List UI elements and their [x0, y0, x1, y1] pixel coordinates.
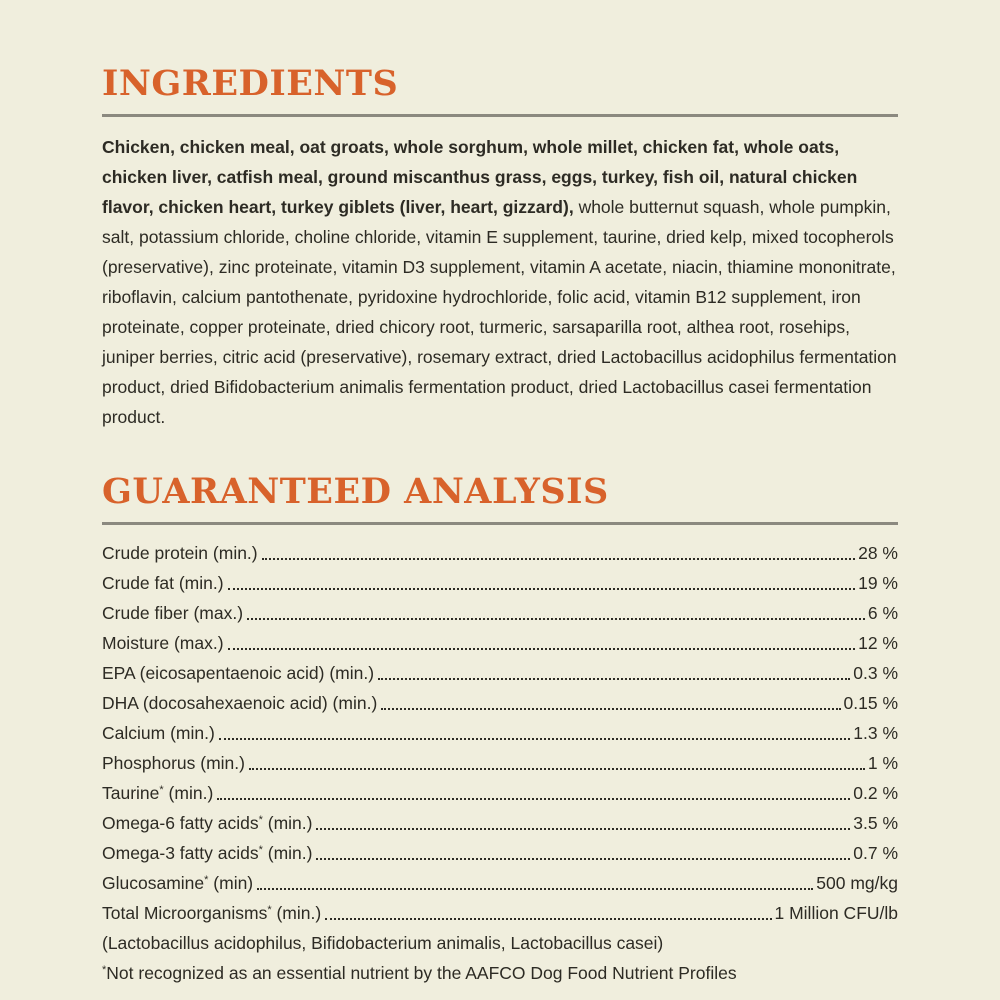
nutrient-label: Crude protein (min.)	[102, 543, 258, 563]
footnote-marker: *	[258, 814, 263, 826]
nutrient-label: Crude fiber (max.)	[102, 603, 244, 623]
analysis-row: Moisture (max.) 12 %	[102, 628, 898, 658]
footnote-marker: *	[267, 904, 272, 916]
analysis-table: Crude protein (min.) 28 % Crude fat (min.)…	[102, 538, 898, 928]
aafco-footnote: *Not recognized as an essential nutrient…	[102, 958, 898, 988]
ingredients-text: Chicken, chicken meal, oat groats, whole…	[102, 132, 898, 432]
nutrient-value: 1.3 %	[853, 723, 898, 743]
analysis-row: Omega-6 fatty acids* (min.) 3.5 %	[102, 808, 898, 838]
nutrient-label: Glucosamine* (min)	[102, 873, 254, 893]
nutrient-value: 1 %	[867, 753, 898, 773]
nutrient-label: Total Microorganisms* (min.)	[102, 903, 322, 923]
nutrient-value: 0.2 %	[853, 783, 898, 803]
leader-dots	[257, 888, 814, 890]
analysis-row: Glucosamine* (min) 500 mg/kg	[102, 868, 898, 898]
analysis-row: Omega-3 fatty acids* (min.) 0.7 %	[102, 838, 898, 868]
footnote-marker: *	[159, 784, 164, 796]
leader-dots	[381, 708, 841, 710]
ingredients-divider	[102, 114, 898, 117]
nutrient-value: 28 %	[858, 543, 898, 563]
nutrient-value: 0.7 %	[853, 843, 898, 863]
leader-dots	[261, 558, 856, 560]
nutrient-value: 500 mg/kg	[816, 873, 898, 893]
leader-dots	[247, 618, 865, 620]
analysis-row: Crude fat (min.) 19 %	[102, 568, 898, 598]
nutrient-label: Omega-3 fatty acids* (min.)	[102, 843, 313, 863]
analysis-divider	[102, 522, 898, 525]
leader-dots	[217, 798, 851, 800]
ingredients-heading: INGREDIENTS	[102, 63, 399, 104]
nutrient-label: Crude fat (min.)	[102, 573, 224, 593]
analysis-row: Crude fiber (max.) 6 %	[102, 598, 898, 628]
leader-dots	[316, 858, 851, 860]
leader-dots	[248, 768, 865, 770]
analysis-row: EPA (eicosapentaenoic acid) (min.) 0.3 %	[102, 658, 898, 688]
analysis-row: Total Microorganisms* (min.) 1 Million CF…	[102, 898, 898, 928]
guaranteed-analysis-heading: GUARANTEED ANALYSIS	[102, 471, 609, 512]
nutrient-value: 0.15 %	[843, 693, 898, 713]
ingredients-bold-text: Chicken, chicken meal, oat groats, whole…	[102, 137, 858, 217]
leader-dots	[227, 648, 856, 650]
footnote-marker: *	[102, 964, 107, 976]
nutrient-label: Taurine* (min.)	[102, 783, 214, 803]
nutrient-value: 6 %	[867, 603, 898, 623]
leader-dots	[378, 678, 851, 680]
nutrient-label: Moisture (max.)	[102, 633, 224, 653]
analysis-row: Phosphorus (min.) 1 %	[102, 748, 898, 778]
nutrient-label: Phosphorus (min.)	[102, 753, 245, 773]
analysis-row: DHA (docosahexaenoic acid) (min.) 0.15 %	[102, 688, 898, 718]
analysis-row: Crude protein (min.) 28 %	[102, 538, 898, 568]
footnote-marker: *	[258, 844, 263, 856]
leader-dots	[218, 738, 851, 740]
footnote-marker: *	[204, 874, 209, 886]
nutrient-label: Omega-6 fatty acids* (min.)	[102, 813, 313, 833]
nutrient-value: 19 %	[858, 573, 898, 593]
nutrient-label: EPA (eicosapentaenoic acid) (min.)	[102, 663, 375, 683]
nutrient-value: 12 %	[858, 633, 898, 653]
nutrient-value: 0.3 %	[853, 663, 898, 683]
nutrient-value: 3.5 %	[853, 813, 898, 833]
leader-dots	[227, 588, 856, 590]
nutrient-value: 1 Million CFU/lb	[774, 903, 899, 923]
ingredients-regular-text: whole butternut squash, whole pumpkin, s…	[102, 197, 897, 427]
analysis-row: Calcium (min.) 1.3 %	[102, 718, 898, 748]
leader-dots	[325, 918, 772, 920]
nutrient-label: DHA (docosahexaenoic acid) (min.)	[102, 693, 378, 713]
microorganisms-detail: (Lactobacillus acidophilus, Bifidobacter…	[102, 933, 664, 953]
analysis-row: Taurine* (min.) 0.2 %	[102, 778, 898, 808]
footnote-text: Not recognized as an essential nutrient …	[106, 963, 737, 983]
leader-dots	[316, 828, 851, 830]
nutrient-label: Calcium (min.)	[102, 723, 215, 743]
